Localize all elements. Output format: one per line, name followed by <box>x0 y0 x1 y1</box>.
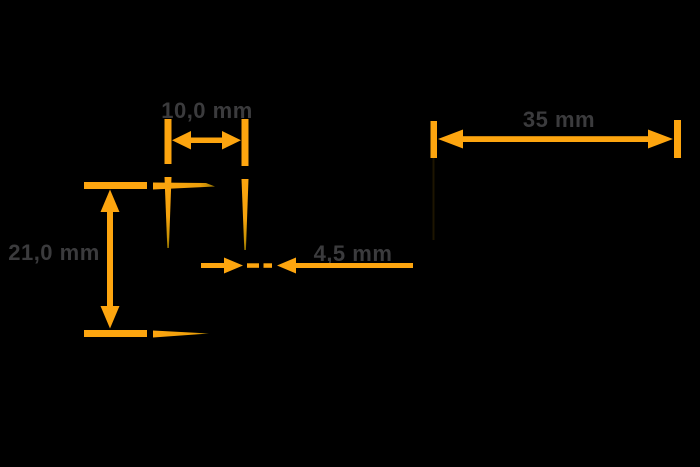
dimension-line-shaft <box>459 136 651 142</box>
dimension-center-width: 4,5 mm <box>201 241 413 274</box>
extension-line-right-lower <box>241 179 249 250</box>
extension-tick-bottom-left <box>84 330 147 337</box>
object-edge-faint-line <box>432 158 435 240</box>
extension-tick-top-right <box>153 182 215 190</box>
dash-segment <box>247 263 259 268</box>
extension-tick-bottom-right <box>153 330 209 338</box>
arrowhead-left-icon <box>277 257 296 274</box>
dimension-label-top-width: 10,0 mm <box>161 98 253 123</box>
extension-tick-right <box>674 120 681 158</box>
arrowhead-up-icon <box>100 189 120 212</box>
dimension-left-height: 21,0 mm <box>8 182 215 338</box>
arrowhead-left-icon <box>438 129 463 149</box>
dimension-label-left-height: 21,0 mm <box>8 240 100 265</box>
arrowhead-down-icon <box>100 306 120 329</box>
arrowhead-right-icon <box>224 257 243 274</box>
leader-line-right <box>296 263 413 268</box>
dimension-line-shaft <box>188 137 225 143</box>
dimension-label-center-width: 4,5 mm <box>314 241 393 266</box>
dimension-line-shaft <box>107 208 113 308</box>
dash-segment <box>263 263 272 268</box>
extension-tick-left <box>430 121 437 158</box>
dimension-right-width: 35 mm <box>430 107 681 240</box>
extension-line-left-lower <box>164 177 172 248</box>
leader-line-left <box>201 263 224 268</box>
arrowhead-right-icon <box>222 131 241 150</box>
dimension-label-right-width: 35 mm <box>523 107 595 132</box>
extension-line-right-upper <box>241 119 249 166</box>
arrowhead-left-icon <box>172 131 191 150</box>
extension-line-left-upper <box>164 119 172 164</box>
extension-tick-top-left <box>84 182 147 189</box>
dimension-top-width: 10,0 mm <box>161 98 253 250</box>
arrowhead-right-icon <box>648 129 673 149</box>
